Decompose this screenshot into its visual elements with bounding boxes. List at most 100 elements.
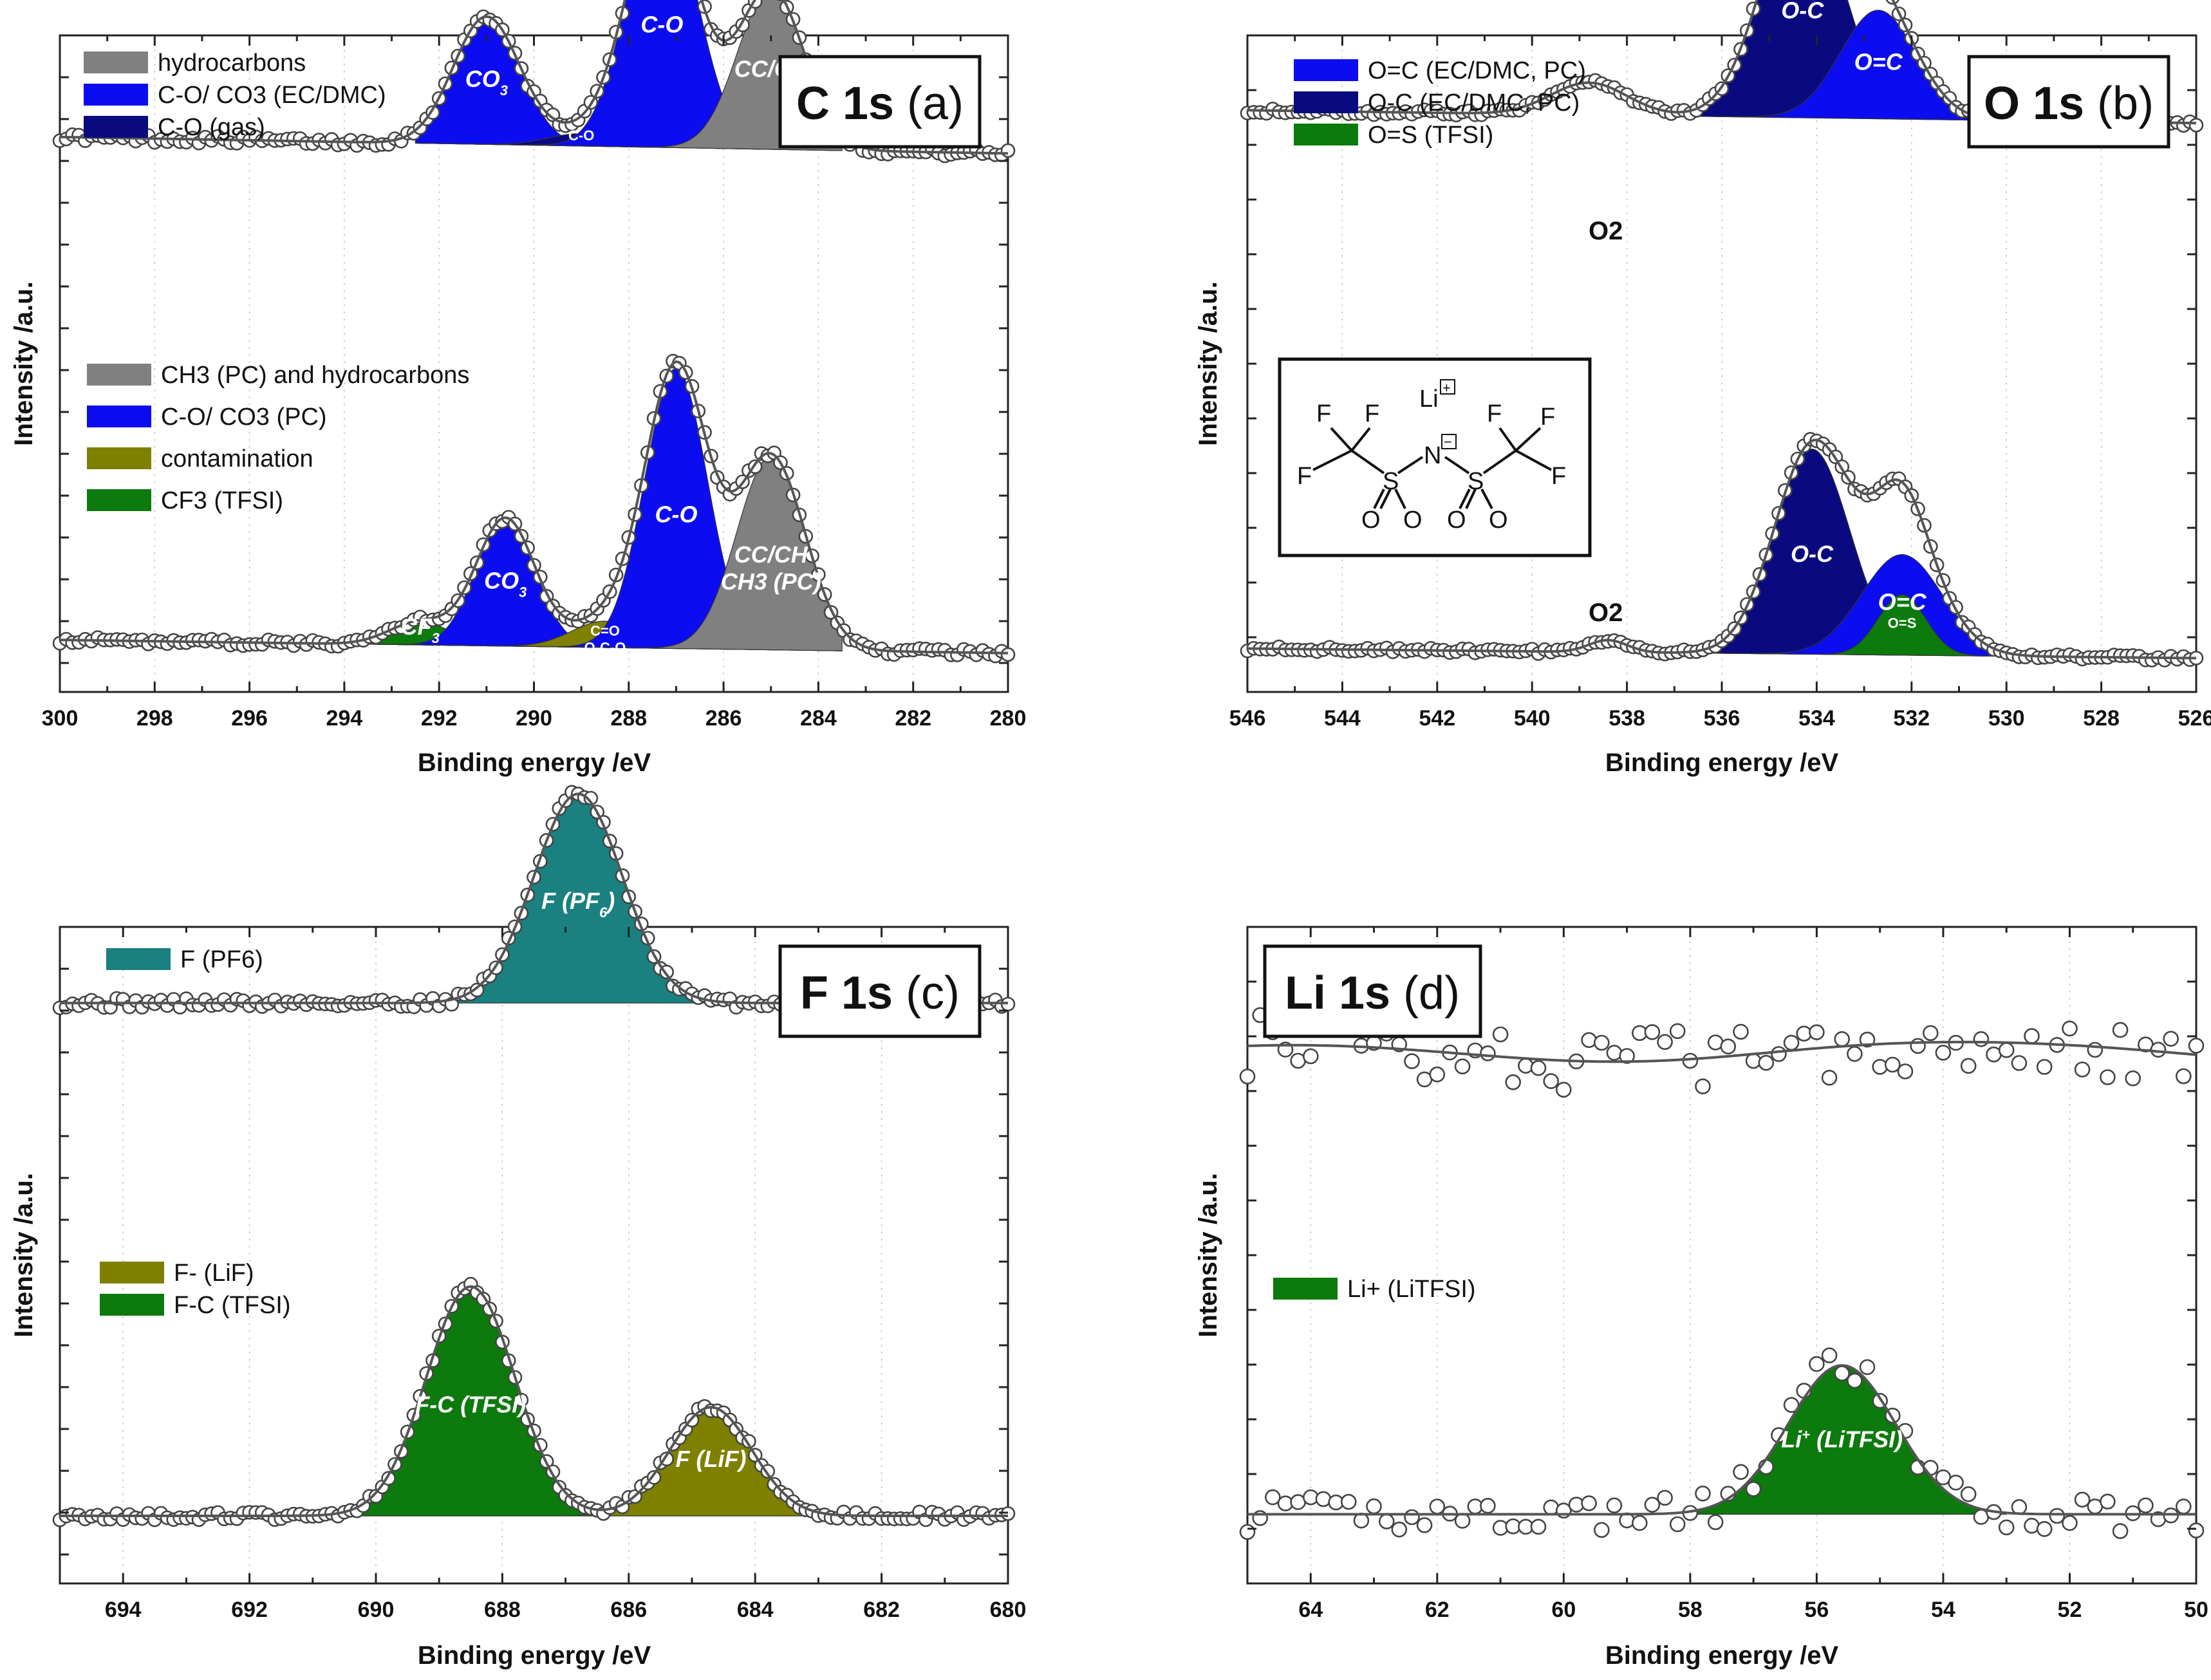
x-tick-label: 538 [1609,706,1645,731]
peak-label: O-C [1791,541,1834,567]
atom-o: O [1447,507,1466,534]
legend-swatch [87,364,151,386]
data-point [1733,1023,1749,1040]
x-tick-label: 682 [863,1598,900,1622]
x-tick-label: 282 [895,706,931,731]
data-point [2188,1522,2205,1538]
peak-label: O=S [1888,615,1917,631]
component-fill-cc-ch [415,0,843,151]
legend-swatch [100,1294,164,1316]
legend-swatch [1294,124,1358,145]
atom-f: F [1540,404,1555,431]
data-point [2176,1498,2192,1515]
y-axis-label: Intensity /a.u. [1194,1173,1222,1338]
data-point [1682,1052,1699,1069]
data-point [1847,1372,1863,1389]
x-tick-label: 534 [1798,706,1835,731]
data-point [1821,1070,1838,1086]
x-tick-label: 56 [1804,1598,1829,1622]
peak-label: C-O [640,12,683,38]
data-point [1303,1048,1319,1065]
panel-title-box [778,55,982,149]
x-tick-label: 544 [1324,706,1361,731]
structure-box [1278,357,1592,557]
data-point [2150,1041,2167,1058]
data-point [2074,1491,2091,1508]
data-point [2100,1493,2116,1510]
data-point [1998,1519,2015,1536]
atom-f: F [1316,400,1331,427]
data-point [1429,1066,1446,1083]
data-point [2125,1070,2141,1087]
atom-li: Li [1419,386,1439,413]
y-axis-label: Intensity /a.u. [10,281,38,446]
atom-o: O [1403,507,1423,534]
anion-charge: − [1444,434,1452,450]
data-point [2087,1041,2104,1058]
legend-entry: CF3 (TFSI) [161,487,283,514]
peak-label: C-O [655,501,698,528]
data-point [1834,1365,1850,1381]
data-point [1454,1058,1471,1075]
data-point [1669,1516,1686,1533]
x-tick-label: 60 [1551,1598,1576,1622]
x-axis-label: Binding energy /eV [1605,749,1839,777]
panel-title-letter: (a) [907,78,964,129]
x-tick-label: 288 [610,706,647,731]
legend-entry: CH3 (PC) and hydrocarbons [161,362,469,389]
legend-swatch [84,116,148,138]
peak-label: CO3 [484,568,527,601]
data-point [1809,1356,1825,1372]
data-point [1581,1032,1597,1049]
data-point [1492,1026,1509,1043]
legend-entry: F-C (TFSI) [174,1292,291,1319]
data-point [1821,1347,1838,1363]
fit-envelope [60,1285,1008,1517]
x-tick-label: 694 [105,1598,142,1622]
x-tick-label: 54 [1931,1598,1955,1622]
peak-label-line2: CH3 (PC) [721,568,821,595]
data-point [1960,1058,1977,1074]
legend-swatch [87,406,151,427]
data-point [1378,1513,1395,1529]
data-point [1923,1025,1939,1041]
data-point [1416,1517,1433,1533]
x-tick-label: 300 [42,706,79,731]
data-point [1594,1034,1610,1051]
data-point [1404,1509,1420,1526]
panel-title-element: C 1s [796,78,894,129]
x-tick-label: 280 [990,706,1027,731]
data-point [1935,1045,1952,1061]
data-point [1404,1053,1420,1069]
atom-f: F [1551,463,1566,490]
data-point [2024,1028,2040,1044]
x-tick-label: 284 [800,706,837,731]
peak-label: CC/CH [734,541,808,568]
legend-entry: F- (LiF) [174,1260,254,1287]
peak-label: CO3 [465,66,508,98]
panel-f1s: F (PF6) F-C (TFSI) F (LiF) 694 692 690 688 686… [10,785,1026,1670]
data-point [1480,1045,1496,1061]
x-tick-label: 688 [484,1598,521,1622]
x-tick-label: 50 [2184,1598,2208,1622]
legend-swatch [84,51,148,73]
cation-charge: + [1442,380,1451,396]
structure-atoms: F F F S O O N S O O F F F Li + − [1297,379,1566,534]
data-point [1847,1046,1863,1062]
data-point [1695,1078,1711,1095]
x-tick-label: 58 [1678,1598,1703,1622]
data-point [1834,1031,1850,1047]
data-point [1366,1498,1382,1515]
data-point [1606,1497,1623,1514]
data-point [2074,1061,2091,1078]
legend-swatch [87,447,151,469]
data-point [583,790,599,806]
fit-envelope [60,360,1008,655]
peak-label: C-O [568,127,594,144]
legend-entry: O=C (EC/DMC, PC) [1368,57,1586,84]
data-point [1745,1481,1762,1497]
peak-label: F (LiF) [676,1446,747,1472]
x-tick-label: 540 [1514,706,1551,731]
data-point [1733,1464,1749,1480]
atom-n: N [1424,442,1441,469]
